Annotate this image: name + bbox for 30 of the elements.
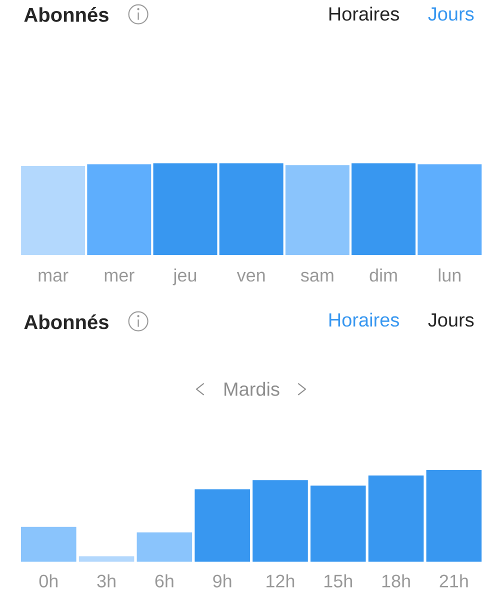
chart-title: Abonnés [24,314,108,330]
bar [310,486,366,562]
x-tick-label: dim [370,268,397,282]
text: Horaires [329,312,399,327]
bar [78,556,134,562]
bar [21,526,76,562]
x-tick-label: 21h [440,574,468,588]
x-tick-label: 0h [39,574,58,588]
x-tick-label: mar [38,272,68,282]
x-tick-label: 15h [324,574,352,588]
bar [136,532,192,562]
bar [194,489,250,562]
x-tick-label: 6h [155,574,174,588]
x-tick-label: sam [300,272,334,282]
x-tick-label: 18h [382,574,410,588]
chart-subtitle: Mardis [224,382,280,396]
x-tick-label: 12h [266,574,294,588]
text: Jours [428,313,474,327]
chart-title: Abonnés [24,7,108,22]
text: Jours [428,7,474,21]
x-tick-label: mer [104,272,134,282]
text: Horaires [329,6,399,21]
bar [426,470,482,562]
bar [368,475,424,562]
x-tick-label: ven [236,272,265,282]
bar [252,480,308,562]
x-tick-label: jeu [172,268,196,286]
x-tick-label: 3h [97,574,116,588]
x-tick-label: 9h [213,574,232,588]
x-tick-label: lun [438,268,460,282]
